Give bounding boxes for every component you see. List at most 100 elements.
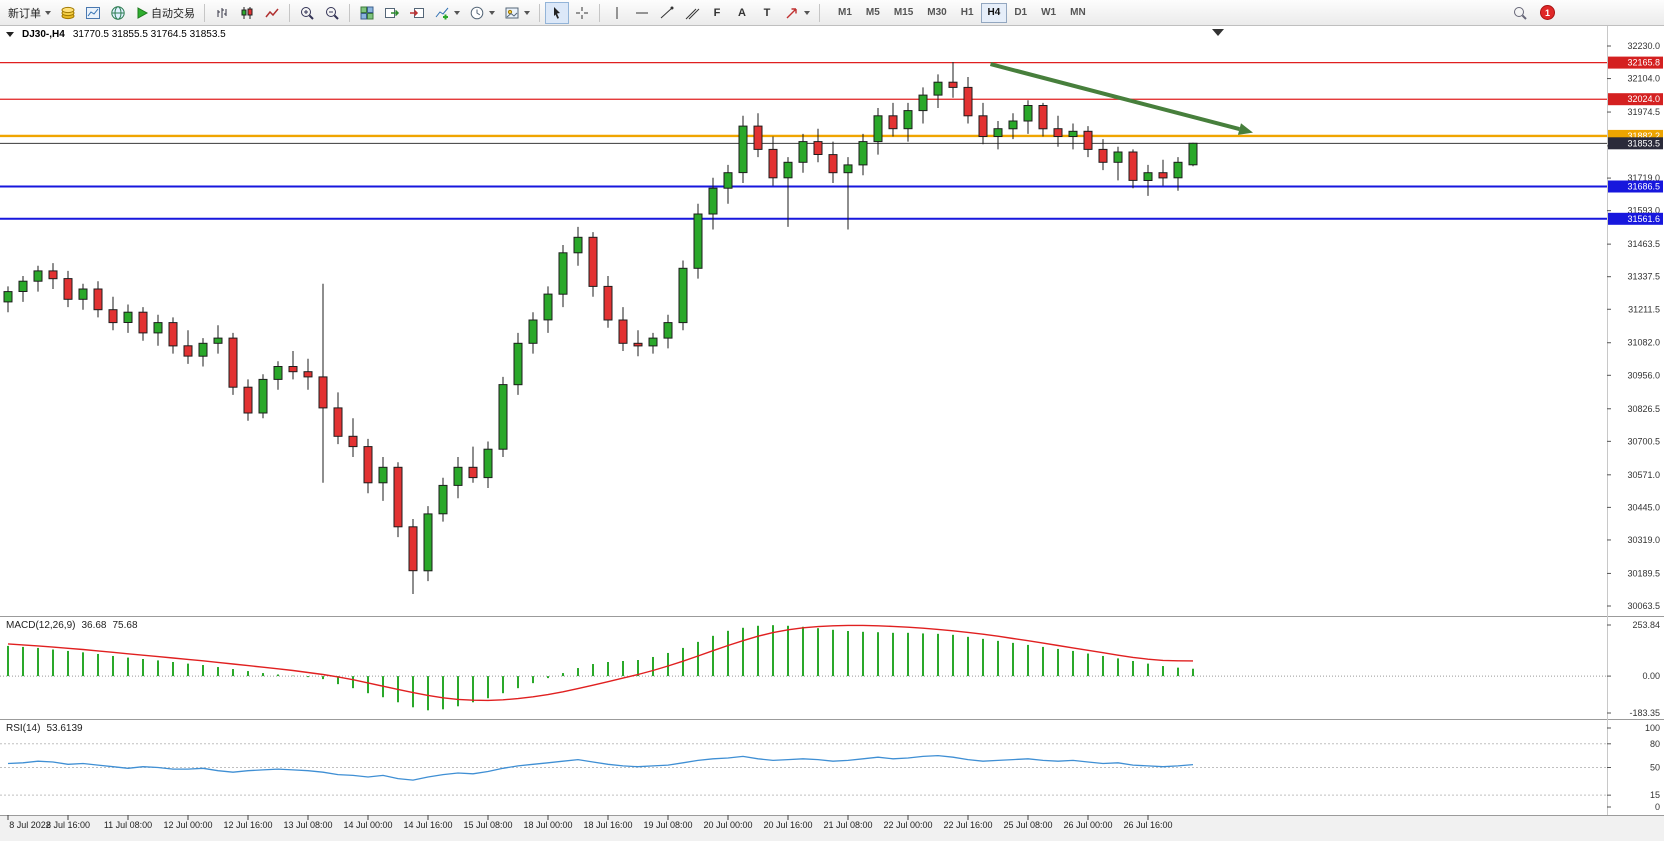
price-badge-label: 31686.5 [1627, 182, 1660, 192]
time-axis-label: 11 Jul 08:00 [104, 820, 152, 830]
tile-windows-button[interactable] [355, 2, 379, 24]
time-axis-label: 8 Jul 16:00 [46, 820, 90, 830]
candle-up [1113, 151, 1123, 163]
macd-axis-label: 253.84 [1632, 620, 1660, 630]
rsi-axis-label: 100 [1645, 723, 1660, 733]
macd-panel[interactable] [0, 624, 1607, 711]
search-icon [1514, 6, 1527, 20]
cursor-button[interactable] [545, 1, 569, 24]
candle-up [918, 94, 928, 112]
candle-down [108, 309, 118, 324]
candle-down [318, 376, 328, 409]
time-axis-label: 18 Jul 16:00 [583, 820, 632, 830]
timeframe-H1[interactable]: H1 [954, 3, 981, 23]
candle-down [1038, 105, 1048, 130]
indicators-button[interactable] [430, 2, 464, 24]
zoom-in-button[interactable] [295, 2, 319, 24]
crosshair-button[interactable] [570, 2, 594, 24]
chart-shift-button[interactable] [405, 2, 429, 24]
candle-up [933, 81, 943, 96]
price-badge-label: 32024.0 [1627, 94, 1660, 104]
candle-up [993, 128, 1003, 137]
auto-scroll-button[interactable] [380, 2, 404, 24]
timeframe-M15[interactable]: M15 [887, 3, 920, 23]
price-chart[interactable]: 32230.032104.031974.531843.531719.031593… [0, 26, 1664, 841]
text-tool-button[interactable]: A [730, 2, 754, 24]
web-globe-button[interactable] [106, 2, 130, 24]
channel-icon [685, 8, 700, 19]
chart-window: DJ30-,H4 31770.5 31855.5 31764.5 31853.5… [0, 26, 1664, 841]
timeframe-M30[interactable]: M30 [920, 3, 953, 23]
candle-down [603, 285, 613, 321]
rsi-value: 53.6139 [46, 723, 83, 734]
candle-down [1083, 130, 1093, 150]
time-axis-label: 25 Jul 08:00 [1003, 820, 1052, 830]
candle-up [273, 366, 283, 380]
candle-down [93, 288, 103, 311]
autotrading-label: 自动交易 [151, 7, 195, 20]
cursor-arrow-icon [554, 6, 560, 19]
text-tool-icon: A [738, 6, 746, 19]
bar-chart-button[interactable] [210, 2, 234, 24]
trend-arrow[interactable] [989, 62, 1254, 135]
macd-label: MACD(12,26,9) [6, 620, 76, 631]
candle-down [633, 342, 643, 347]
periods-clock-button[interactable] [465, 2, 499, 24]
new-order-button[interactable]: 新订单 [4, 2, 55, 24]
price-badge-label: 31561.6 [1627, 214, 1660, 224]
timeframe-W1[interactable]: W1 [1034, 3, 1063, 23]
chart-shift-marker-icon[interactable] [1212, 29, 1224, 36]
horizontal-line-button[interactable] [630, 2, 654, 24]
candle-up [453, 466, 463, 486]
zoom-out-button[interactable] [320, 2, 344, 24]
timeframe-M1[interactable]: M1 [831, 3, 859, 23]
gold-coins-button[interactable] [56, 2, 80, 24]
play-icon [137, 6, 149, 19]
candle-up [858, 141, 868, 166]
time-axis-label: 14 Jul 00:00 [343, 820, 392, 830]
candle-down [333, 407, 343, 437]
timeframe-M5[interactable]: M5 [859, 3, 887, 23]
time-axis-strip[interactable] [0, 815, 1664, 841]
time-axis-label: 18 Jul 00:00 [523, 820, 572, 830]
templates-button[interactable] [500, 2, 534, 24]
timeframe-MN[interactable]: MN [1063, 3, 1093, 23]
one-click-trading-expander-icon[interactable] [6, 32, 14, 37]
candle-up [1143, 172, 1153, 181]
candlestick-chart-button[interactable] [235, 2, 259, 24]
search-button[interactable] [1508, 2, 1532, 24]
rsi-panel[interactable] [0, 743, 1607, 796]
notification-badge[interactable]: 1 [1540, 5, 1555, 20]
candle-down [303, 371, 313, 378]
market-panel-icon [86, 6, 100, 19]
macd-axis-label: -183.35 [1629, 708, 1660, 718]
toolbar-separator [599, 3, 600, 22]
price-badge-label: 31882.2 [1627, 131, 1660, 141]
autotrading-button[interactable]: 自动交易 [131, 2, 199, 24]
trendline-button[interactable] [655, 2, 679, 24]
price-axis-label: 31719.0 [1627, 173, 1660, 183]
timeframe-D1[interactable]: D1 [1007, 3, 1034, 23]
tile-windows-icon [360, 6, 374, 19]
market-panel-button[interactable] [81, 2, 105, 24]
timeframe-H4[interactable]: H4 [980, 2, 1008, 23]
candle-up [78, 288, 88, 300]
timeframe-toolbar: M1 M5 M15 M30 H1 H4 D1 W1 MN [831, 2, 1093, 23]
arrows-tool-button[interactable] [780, 2, 814, 24]
fibonacci-icon: F [713, 6, 721, 19]
equidistant-channel-button[interactable] [680, 2, 704, 24]
price-axis-label: 30826.5 [1627, 404, 1660, 414]
time-axis-label: 20 Jul 16:00 [763, 820, 812, 830]
candle-up [1068, 130, 1078, 138]
candle-up [3, 291, 13, 303]
price-badge [1608, 56, 1663, 69]
candle-down [408, 526, 418, 572]
rsi-axis-label: 15 [1650, 790, 1660, 800]
label-tool-button[interactable]: T [755, 2, 779, 24]
line-chart-button[interactable] [260, 2, 284, 24]
candle-up [33, 270, 43, 282]
vertical-line-button[interactable] [605, 2, 629, 24]
fibonacci-button[interactable]: F [705, 2, 729, 24]
arrow-object-icon [786, 7, 797, 18]
